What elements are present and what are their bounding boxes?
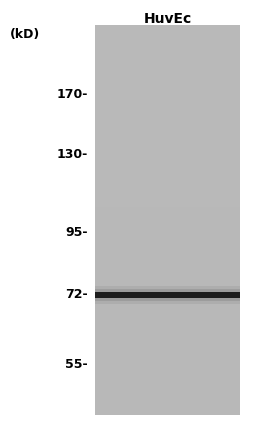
Bar [95,285,240,298]
Bar [95,289,240,292]
Text: (kD): (kD) [10,28,40,41]
Bar [95,168,240,181]
Bar [95,90,240,103]
Bar [95,246,240,259]
Bar [95,272,240,285]
Bar [95,38,240,51]
Bar [95,64,240,77]
Text: 72-: 72- [65,288,88,302]
Bar [95,194,240,207]
Bar [95,389,240,402]
Bar [95,298,240,311]
Text: 95-: 95- [66,227,88,239]
Bar [95,324,240,337]
Text: HuvEc: HuvEc [144,12,192,26]
Bar [95,286,240,289]
Bar [95,142,240,155]
Bar [95,363,240,376]
Bar [95,25,240,415]
Bar [95,298,240,301]
Bar [95,402,240,415]
Bar [95,116,240,129]
Bar [95,350,240,363]
Bar [95,129,240,142]
Bar [95,259,240,272]
Text: 55-: 55- [65,359,88,372]
Bar [95,220,240,233]
Bar [95,77,240,90]
Text: 130-: 130- [57,148,88,161]
Bar [95,337,240,350]
Bar [95,311,240,324]
Bar [95,233,240,246]
Bar [95,25,240,38]
Bar [95,155,240,168]
Text: 170-: 170- [57,88,88,102]
Bar [95,51,240,64]
Bar [95,376,240,389]
Bar [95,181,240,194]
Bar [95,301,240,304]
Bar [95,292,240,298]
Bar [95,103,240,116]
Bar [95,207,240,220]
